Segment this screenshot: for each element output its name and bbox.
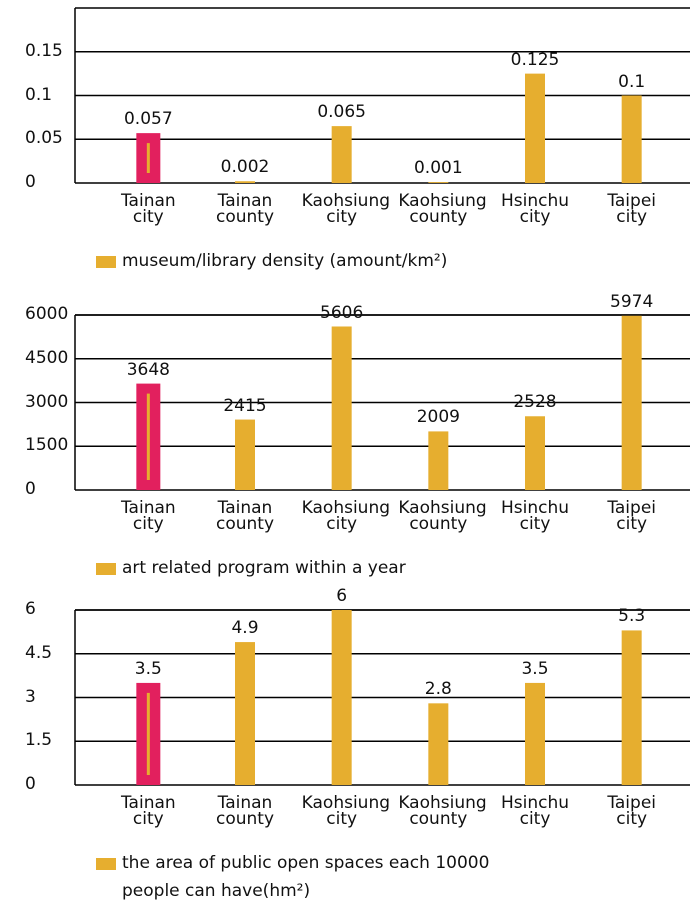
chart: 0 1500 3000 4500 6000 3648 Tainan city 2415 Tain… — [0, 293, 691, 607]
y-tick-label: 0 — [25, 172, 36, 192]
x-tick-label: Kaohsiung county — [398, 498, 487, 534]
bar — [331, 610, 352, 785]
bar — [428, 431, 449, 490]
value-label: 5974 — [610, 291, 654, 312]
value-label: 0.057 — [123, 109, 173, 130]
bar-stripe — [146, 692, 150, 775]
bar — [235, 419, 255, 490]
bar — [525, 682, 545, 785]
chart: 0 0.05 0.1 0.15 0.057 Tainan city 0.002 Tainan … — [0, 0, 691, 300]
x-tick-label: Tainan city — [120, 793, 176, 829]
y-tick-label: 0.15 — [25, 40, 63, 61]
bar — [331, 326, 352, 490]
bar — [621, 630, 642, 785]
y-tick-label: 0 — [25, 774, 36, 794]
x-tick-label: Tainan county — [215, 498, 275, 534]
x-tick-label: Taipei city — [607, 498, 656, 534]
value-label: 2528 — [513, 392, 557, 413]
y-tick-label: 3000 — [25, 391, 69, 412]
bar — [331, 126, 352, 183]
value-label: 0.125 — [510, 49, 560, 70]
bar — [235, 181, 255, 183]
x-tick-label: Kaohsiung county — [398, 793, 487, 829]
value-label: 3.5 — [521, 658, 549, 679]
y-tick-label: 4.5 — [25, 642, 53, 663]
bar — [235, 642, 255, 785]
legend-swatch — [96, 858, 116, 870]
bar — [428, 182, 449, 183]
y-tick-label: 4500 — [25, 347, 69, 368]
x-tick-label: Hsinchu city — [500, 191, 570, 227]
bar-stripe — [146, 393, 150, 480]
value-label: 0.001 — [413, 158, 463, 179]
y-tick-label: 0.05 — [25, 128, 63, 149]
value-label: 6 — [336, 586, 348, 606]
chart: 0 1.5 3 4.5 6 3.5 Tainan city 4.9 Tainan county 6… — [0, 588, 691, 902]
legend-label: museum/library density (amount/km²) — [122, 251, 448, 271]
y-tick-label: 1500 — [25, 435, 69, 456]
bar — [428, 703, 449, 785]
value-label: 0.002 — [220, 157, 270, 178]
x-tick-label: Kaohsiung city — [301, 191, 391, 227]
value-label: 2009 — [416, 407, 460, 428]
value-label: 0.1 — [618, 71, 646, 92]
legend-label: the area of public open spaces each 1000… — [122, 853, 490, 901]
bar — [525, 416, 545, 490]
x-tick-label: Tainan city — [120, 498, 176, 534]
x-tick-label: Kaohsiung city — [301, 793, 391, 829]
x-tick-label: Tainan city — [120, 191, 176, 227]
y-tick-label: 0 — [25, 479, 36, 499]
x-tick-label: Kaohsiung county — [398, 191, 487, 227]
value-label: 5.3 — [618, 606, 646, 627]
y-tick-label: 3 — [25, 686, 36, 707]
bar — [525, 73, 545, 183]
plot — [74, 314, 690, 491]
value-label: 4.9 — [231, 618, 259, 639]
bar — [621, 95, 642, 183]
x-tick-label: Taipei city — [607, 191, 656, 227]
bar — [621, 315, 642, 490]
x-tick-label: Tainan county — [215, 191, 275, 227]
legend-swatch — [96, 563, 116, 575]
y-tick-label: 6 — [25, 599, 36, 619]
x-tick-label: Hsinchu city — [500, 793, 570, 829]
value-label: 3.5 — [134, 658, 162, 679]
x-tick-label: Tainan county — [215, 793, 275, 829]
bar-stripe — [146, 143, 150, 173]
value-label: 0.065 — [317, 102, 366, 123]
legend-swatch — [96, 256, 116, 268]
value-label: 3648 — [126, 359, 170, 380]
x-tick-label: Taipei city — [607, 793, 656, 829]
value-label: 5606 — [320, 302, 364, 323]
x-tick-label: Hsinchu city — [500, 498, 570, 534]
x-tick-label: Kaohsiung city — [301, 498, 391, 534]
plot — [74, 609, 690, 786]
value-label: 2415 — [223, 395, 267, 416]
y-tick-label: 1.5 — [25, 730, 53, 751]
plot — [74, 7, 690, 184]
legend-label: art related program within a year — [122, 558, 406, 578]
value-label: 2.8 — [424, 679, 452, 700]
y-tick-label: 6000 — [25, 304, 69, 324]
y-tick-label: 0.1 — [25, 84, 53, 105]
